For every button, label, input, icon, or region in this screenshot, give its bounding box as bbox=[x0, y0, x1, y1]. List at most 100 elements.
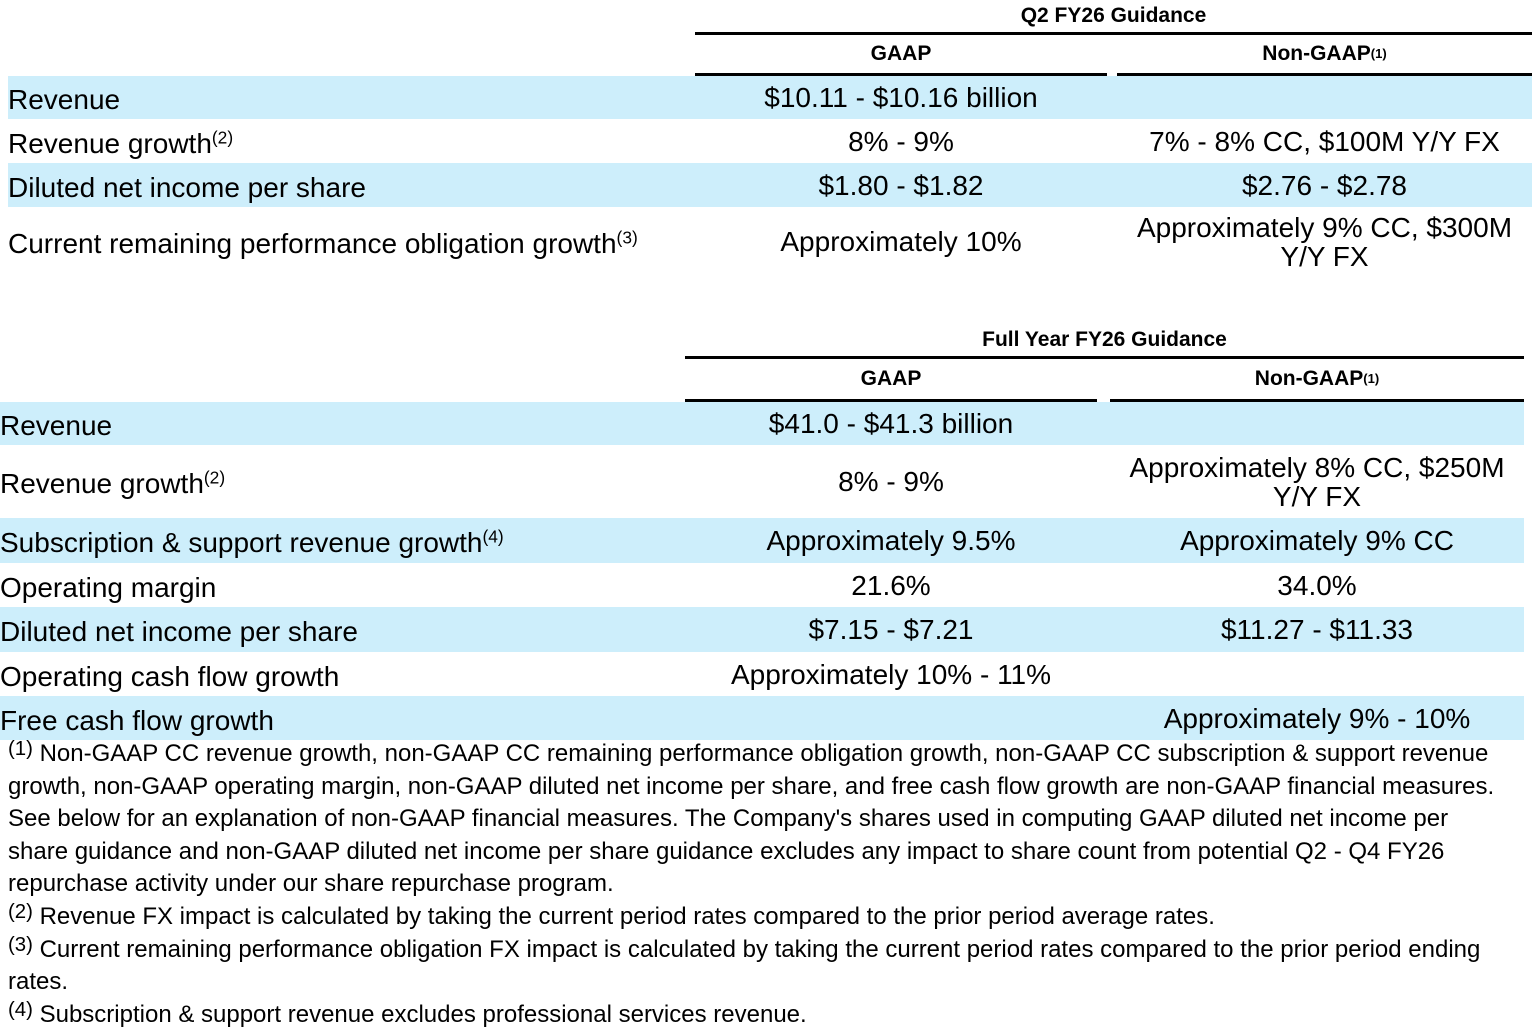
row-band bbox=[0, 402, 1524, 445]
marker-text: (3) bbox=[8, 933, 33, 956]
footnote-marker: (4) bbox=[8, 999, 33, 1021]
footnotes: (1) Non-GAAP CC revenue growth, non-GAAP… bbox=[8, 738, 1508, 1031]
non-gaap-value: Approximately 9% CC, $300M Y/Y FX bbox=[1117, 207, 1532, 276]
footnote-text: Non-GAAP CC revenue growth, non-GAAP CC … bbox=[8, 740, 1495, 898]
column-header: GAAP bbox=[695, 35, 1107, 76]
value-text: 8% - 9% bbox=[848, 125, 954, 157]
title-text: Q2 FY26 Guidance bbox=[1020, 4, 1207, 27]
footnote: (3) Current remaining performance obliga… bbox=[8, 934, 1508, 999]
label-wrap: Diluted net income per share bbox=[0, 617, 358, 646]
label-text: Current remaining performance obligation… bbox=[8, 228, 617, 259]
title-text: Full Year FY26 Guidance bbox=[982, 328, 1227, 351]
label-text: Operating cash flow growth bbox=[0, 660, 340, 692]
label-wrap: Revenue bbox=[8, 85, 120, 114]
non-gaap-value: Approximately 9% - 10% bbox=[1110, 696, 1524, 740]
non-gaap-value: $2.76 - $2.78 bbox=[1117, 163, 1532, 207]
value-text: $10.11 - $10.16 billion bbox=[764, 82, 1038, 113]
footnote-text: Current remaining performance obligation… bbox=[8, 935, 1481, 996]
header-text: Non-GAAP bbox=[1262, 42, 1371, 65]
row-label: Free cash flow growth bbox=[0, 696, 685, 740]
label-text: Operating margin bbox=[0, 571, 217, 603]
row-label: Revenue growth(2) bbox=[8, 119, 695, 163]
label-wrap: Revenue growth(2) bbox=[0, 469, 225, 498]
note-marker: (2) bbox=[212, 127, 233, 147]
gaap-value: 8% - 9% bbox=[685, 445, 1097, 518]
note-text: (3) bbox=[616, 227, 638, 248]
header-text: GAAP bbox=[870, 42, 932, 65]
note-text: (2) bbox=[211, 126, 234, 147]
label-text: Revenue bbox=[8, 84, 121, 115]
footnote: (4) Subscription & support revenue exclu… bbox=[8, 999, 1508, 1032]
row-label: Current remaining performance obligation… bbox=[8, 207, 695, 276]
label-wrap: Subscription & support revenue growth(4) bbox=[0, 528, 504, 557]
footnote-marker: (2) bbox=[8, 901, 33, 923]
row-label: Subscription & support revenue growth(4) bbox=[0, 518, 685, 563]
column-header: GAAP bbox=[685, 359, 1097, 402]
row-label: Diluted net income per share bbox=[8, 163, 695, 207]
value-text: $11.27 - $11.33 bbox=[1220, 614, 1413, 645]
footnote: (1) Non-GAAP CC revenue growth, non-GAAP… bbox=[8, 738, 1508, 901]
value-text: Approximately 8% CC, $250M Y/Y FX bbox=[1129, 451, 1505, 512]
footnote-text: Revenue FX impact is calculated by takin… bbox=[39, 902, 1215, 930]
value-text: Approximately 10% bbox=[780, 226, 1022, 257]
label-text: Revenue growth bbox=[8, 127, 212, 159]
label-text: Subscription & support revenue growth bbox=[0, 527, 483, 558]
label-wrap: Free cash flow growth bbox=[0, 706, 274, 735]
value-text: Approximately 10% - 11% bbox=[730, 658, 1052, 690]
gaap-value: 21.6% bbox=[685, 563, 1097, 607]
note-text: (1) bbox=[1363, 371, 1380, 386]
note-marker: (2) bbox=[204, 467, 225, 487]
marker-text: (1) bbox=[8, 737, 33, 760]
footnote: (2) Revenue FX impact is calculated by t… bbox=[8, 901, 1508, 934]
label-text: Diluted net income per share bbox=[0, 616, 358, 647]
table-title: Full Year FY26 Guidance bbox=[685, 324, 1524, 359]
value-text: Approximately 9% - 10% bbox=[1163, 702, 1471, 734]
value-text: $1.80 - $1.82 bbox=[818, 169, 984, 201]
footnote-marker: (1) bbox=[8, 738, 33, 760]
label-wrap: Revenue growth(2) bbox=[8, 127, 233, 159]
value-text: $7.15 - $7.21 bbox=[808, 614, 974, 645]
row-label: Operating margin bbox=[0, 563, 685, 607]
column-header: Non-GAAP (1) bbox=[1110, 359, 1524, 402]
label-text: Diluted net income per share bbox=[8, 171, 366, 203]
row-band bbox=[8, 76, 1532, 119]
footnote-marker: (3) bbox=[8, 933, 33, 955]
value-text: Approximately 9% CC, $300M Y/Y FX bbox=[1136, 211, 1513, 272]
header-text: GAAP bbox=[860, 367, 922, 390]
label-text: Revenue bbox=[0, 410, 113, 441]
row-label: Revenue bbox=[0, 402, 685, 445]
row-label: Diluted net income per share bbox=[0, 607, 685, 652]
non-gaap-value: Approximately 8% CC, $250M Y/Y FX bbox=[1110, 445, 1524, 518]
marker-text: (4) bbox=[8, 998, 33, 1021]
footnote-text: Subscription & support revenue excludes … bbox=[39, 1000, 807, 1028]
value-text: 21.6% bbox=[851, 569, 931, 601]
row-label: Revenue growth(2) bbox=[0, 445, 685, 518]
note-marker: (3) bbox=[617, 227, 638, 247]
label-text: Revenue growth bbox=[0, 468, 204, 499]
row-label: Revenue bbox=[8, 76, 695, 119]
label-wrap: Operating cash flow growth bbox=[0, 662, 339, 691]
non-gaap-value: $11.27 - $11.33 bbox=[1110, 607, 1524, 652]
value-text: Approximately 9.5% bbox=[766, 525, 1016, 556]
gaap-value: $41.0 - $41.3 billion bbox=[685, 402, 1097, 445]
label-wrap: Revenue bbox=[0, 411, 112, 440]
label-wrap: Operating margin bbox=[0, 573, 216, 602]
value-text: $2.76 - $2.78 bbox=[1241, 169, 1408, 201]
gaap-value: Approximately 10% - 11% bbox=[685, 652, 1097, 696]
non-gaap-value: Approximately 9% CC bbox=[1110, 518, 1524, 563]
label-wrap: Diluted net income per share bbox=[8, 173, 366, 202]
note-text: (1) bbox=[1370, 46, 1387, 61]
value-text: Approximately 9% CC bbox=[1180, 525, 1454, 556]
gaap-value: $1.80 - $1.82 bbox=[695, 163, 1107, 207]
column-header: Non-GAAP (1) bbox=[1117, 35, 1532, 76]
label-text: Free cash flow growth bbox=[0, 704, 274, 736]
gaap-value: 8% - 9% bbox=[695, 119, 1107, 163]
note-marker: (4) bbox=[483, 526, 504, 546]
gaap-value: $7.15 - $7.21 bbox=[685, 607, 1097, 652]
row-band bbox=[0, 518, 1524, 563]
non-gaap-value: 7% - 8% CC, $100M Y/Y FX bbox=[1117, 119, 1532, 163]
row-band bbox=[8, 163, 1532, 207]
non-gaap-value: 34.0% bbox=[1110, 563, 1524, 607]
label-wrap: Current remaining performance obligation… bbox=[8, 229, 638, 258]
